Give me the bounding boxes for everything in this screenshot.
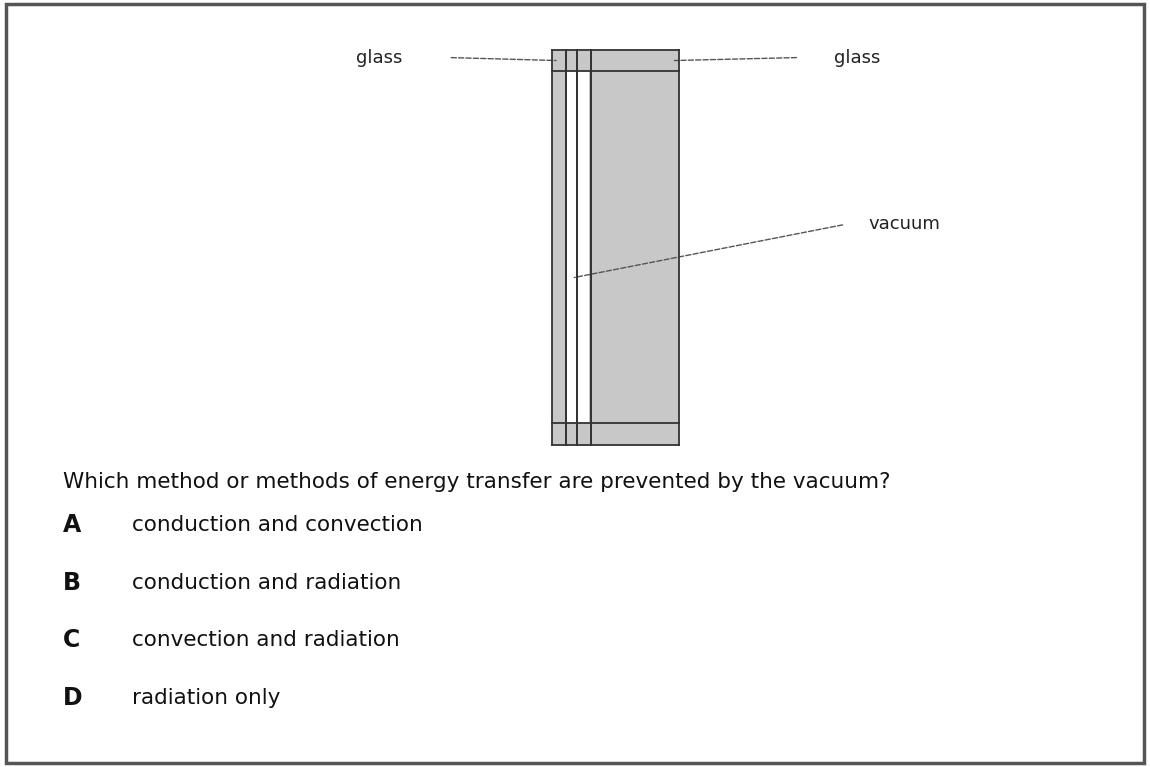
Text: conduction and convection: conduction and convection xyxy=(132,515,423,535)
Text: C: C xyxy=(63,628,80,653)
Bar xyxy=(577,50,589,423)
Bar xyxy=(566,50,577,423)
Bar xyxy=(552,423,678,445)
Text: convection and radiation: convection and radiation xyxy=(132,630,400,650)
Bar xyxy=(552,50,678,423)
Text: glass: glass xyxy=(356,48,402,67)
Text: A: A xyxy=(63,513,82,538)
Text: B: B xyxy=(63,571,82,595)
Text: conduction and radiation: conduction and radiation xyxy=(132,573,401,593)
Text: Which method or methods of energy transfer are prevented by the vacuum?: Which method or methods of energy transf… xyxy=(63,472,891,492)
Bar xyxy=(552,50,678,71)
Text: vacuum: vacuum xyxy=(868,216,941,233)
Text: radiation only: radiation only xyxy=(132,688,281,708)
Text: D: D xyxy=(63,686,83,710)
Text: glass: glass xyxy=(834,48,880,67)
